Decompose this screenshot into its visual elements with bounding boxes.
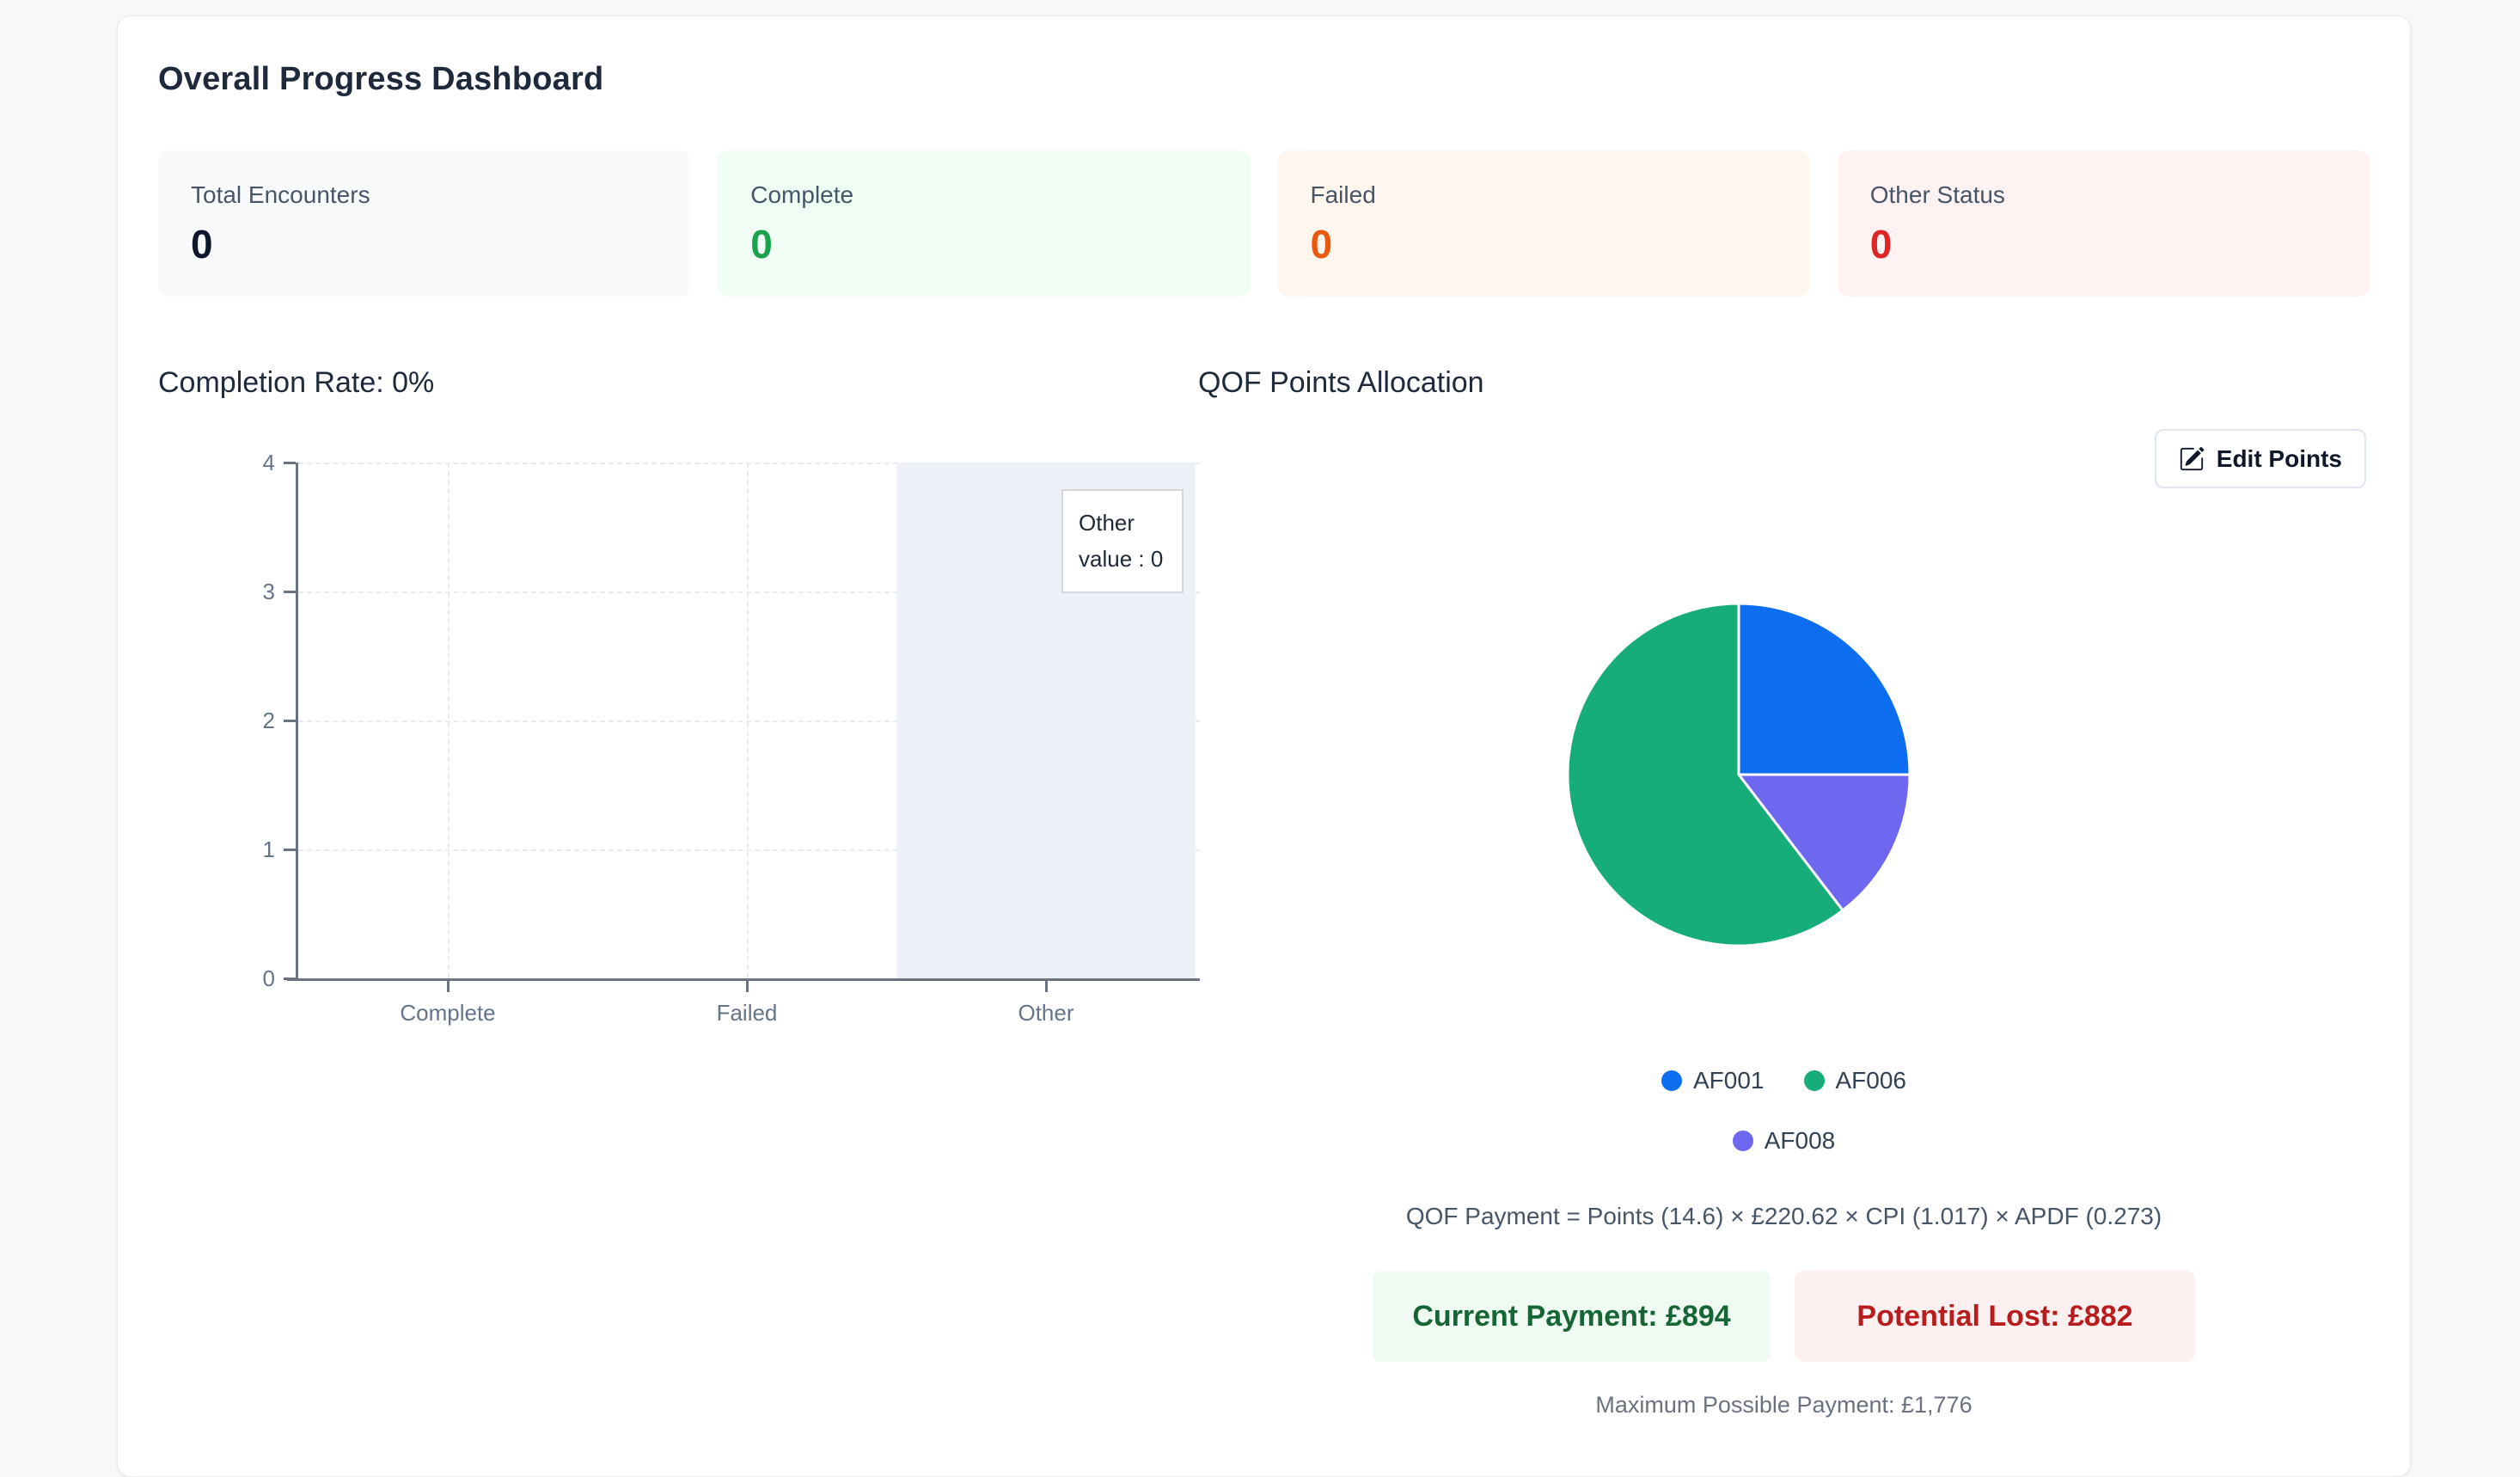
pie-legend-row-1: AF001 AF006	[1198, 1067, 2370, 1094]
legend-dot-af001	[1661, 1070, 1682, 1091]
stat-label: Other Status	[1869, 181, 2005, 208]
tooltip-value: value : 0	[1079, 546, 1164, 572]
qof-points-heading: QOF Points Allocation	[1198, 366, 1484, 399]
y-tick-label: 2	[262, 708, 275, 733]
x-tick	[746, 981, 749, 992]
stat-label: Complete	[750, 181, 854, 208]
stat-value: 0	[191, 222, 213, 267]
legend-item-af006: AF006	[1803, 1067, 1907, 1094]
stat-value: 0	[1869, 222, 1893, 267]
y-tick-label: 3	[262, 579, 275, 604]
gridline	[298, 720, 1200, 722]
edit-points-button[interactable]: Edit Points	[2154, 429, 2366, 488]
stats-row: Total Encounters 0 Complete 0 Failed 0 O…	[158, 150, 2370, 297]
y-axis	[296, 463, 298, 981]
qof-payment-formula: QOF Payment = Points (14.6) × £220.62 × …	[1405, 1203, 2162, 1229]
legend-label: AF008	[1764, 1127, 1836, 1154]
edit-pencil-square-icon	[2180, 446, 2205, 470]
legend-label: AF001	[1693, 1067, 1765, 1094]
y-tick-label: 4	[262, 450, 275, 475]
edit-points-label: Edit Points	[2216, 444, 2342, 472]
max-possible-payment: Maximum Possible Payment: £1,776	[1595, 1392, 1973, 1418]
legend-label: AF006	[1835, 1067, 1907, 1094]
y-tick-label: 1	[262, 837, 275, 862]
stat-card-other-status: Other Status 0	[1837, 150, 2370, 297]
stat-card-complete: Complete 0	[718, 150, 1251, 297]
legend-item-af008: AF008	[1732, 1127, 1836, 1155]
page-title: Overall Progress Dashboard	[158, 61, 604, 97]
y-tick	[284, 591, 296, 593]
qof-pie-chart	[1566, 602, 1911, 947]
legend-item-af001: AF001	[1661, 1067, 1765, 1094]
stat-label: Failed	[1310, 181, 1376, 208]
pie-slice-af006[interactable]	[1566, 602, 1844, 947]
stat-card-total-encounters: Total Encounters 0	[158, 150, 691, 297]
pie-slice-af001[interactable]	[1737, 602, 1911, 776]
current-payment-box: Current Payment: £894	[1373, 1271, 1771, 1362]
x-axis	[287, 978, 1200, 981]
completion-bar-chart[interactable]: 4 3 2 1 0 Complete Failed Other Other va…	[158, 405, 1200, 1093]
gridline	[298, 591, 1200, 593]
pie-slice-af008[interactable]	[1737, 773, 1911, 912]
legend-dot-af008	[1732, 1131, 1753, 1151]
gridline	[747, 463, 749, 978]
y-tick	[284, 978, 296, 980]
gridline	[448, 463, 450, 978]
legend-dot-af006	[1803, 1070, 1825, 1091]
completion-rate-heading: Completion Rate: 0%	[158, 366, 435, 399]
y-tick	[284, 849, 296, 851]
chart-tooltip: Other value : 0	[1061, 489, 1184, 593]
stat-label: Total Encounters	[191, 181, 370, 208]
y-tick	[284, 462, 296, 464]
payment-row: Current Payment: £894 Potential Lost: £8…	[1198, 1271, 2370, 1362]
stat-value: 0	[750, 222, 773, 267]
tooltip-title: Other	[1079, 510, 1135, 536]
gridline	[298, 849, 1200, 851]
stat-card-failed: Failed 0	[1277, 150, 1810, 297]
x-tick-label-complete: Complete	[400, 1000, 496, 1026]
pie-legend-row-2: AF008	[1198, 1127, 2370, 1155]
x-tick	[447, 981, 450, 992]
x-tick-label-failed: Failed	[716, 1000, 778, 1026]
gridline	[298, 463, 1200, 464]
stat-value: 0	[1310, 222, 1333, 267]
x-tick-label-other: Other	[1018, 1000, 1074, 1026]
dashboard-card: Overall Progress Dashboard Total Encount…	[117, 15, 2411, 1477]
y-tick	[284, 720, 296, 722]
y-tick-label: 0	[262, 965, 275, 991]
x-tick	[1045, 981, 1048, 992]
potential-lost-box: Potential Lost: £882	[1795, 1271, 2195, 1362]
